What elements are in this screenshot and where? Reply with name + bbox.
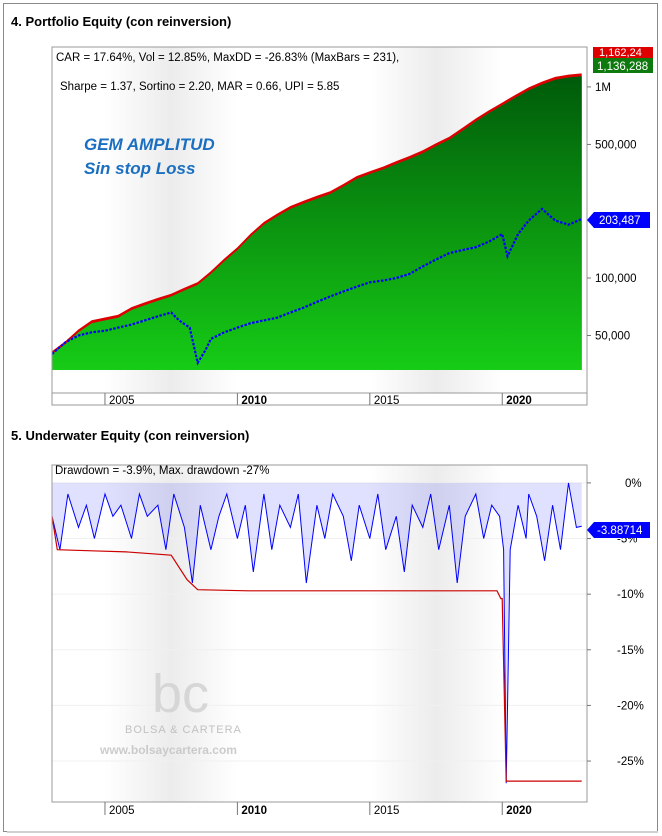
equity-area (52, 76, 582, 371)
equity-y-tick-label: 50,000 (595, 331, 630, 343)
equity-plot-frame (51, 46, 588, 406)
stats-line-1: CAR = 17.64%, Vol = 12.85%, MaxDD = -26.… (56, 52, 399, 64)
underwater-y-tick-label: -15% (617, 645, 644, 657)
underwater-year-bands (52, 465, 587, 802)
underwater-y-tick-label: -25% (617, 756, 644, 768)
underwater-year-band (104, 465, 238, 802)
equity-y-tick-label: 500,000 (595, 139, 637, 151)
benchmark-value-tag-bg (587, 212, 650, 228)
underwater-chart-title: 5. Underwater Equity (con reinversion) (11, 428, 249, 443)
drawdown-value-tag-bg (587, 522, 650, 538)
underwater-y-tick-label: 0% (625, 478, 642, 490)
equity-y-tick-label: 100,000 (595, 273, 637, 285)
equity-y-tick-label: 1M (595, 82, 611, 94)
drawdown-value-tag: -3.88714 (587, 522, 650, 538)
underwater-x-tick-label: 2010 (241, 805, 267, 817)
watermark-monogram: bc (152, 664, 209, 724)
benchmark-line (52, 207, 583, 366)
stats-line-2: Sharpe = 1.37, Sortino = 2.20, MAR = 0.6… (60, 81, 339, 93)
overlay-subtitle: Sin stop Loss (84, 159, 195, 178)
drawdown-line (52, 482, 582, 784)
drawdown-value-label: -3.88714 (597, 525, 643, 537)
watermark: bc BOLSA & CARTERA www.bolsaycartera.com (99, 664, 242, 757)
equity-value-tag: 1,136,288 (593, 58, 653, 73)
underwater-x-tick-label: 2015 (374, 805, 400, 817)
equity-chart-title: 4. Portfolio Equity (con reinversion) (11, 14, 231, 29)
underwater-y-tick-label: -10% (617, 589, 644, 601)
underwater-y-tick-label: -20% (617, 700, 644, 712)
overlay-title: GEM AMPLITUD (84, 135, 215, 154)
peak-value-label: 1,162,24 (599, 47, 642, 59)
watermark-url: www.bolsaycartera.com (99, 743, 237, 757)
underwater-chart: 2005 2010 2015 2020 0%-5%-10%-15%-20%-25% D… (51, 464, 650, 817)
underwater-x-ticks: 2005 2010 2015 2020 (104, 802, 532, 817)
max-drawdown-line (52, 516, 582, 782)
watermark-brand: BOLSA & CARTERA (125, 724, 242, 736)
equity-chart: 2005 2010 2015 2020 50,000100,000500,0001M … (51, 46, 653, 407)
benchmark-value-tag: 203,487 (587, 212, 650, 228)
equity-value-label: 1,136,288 (597, 61, 648, 73)
equity-x-tick-label: 2005 (109, 395, 135, 407)
benchmark-value-label: 203,487 (599, 215, 641, 227)
drawdown-annotation: Drawdown = -3.9%, Max. drawdown -27% (55, 465, 269, 477)
equity-value-tag-bg (593, 58, 653, 73)
peak-value-tag-bg (593, 47, 653, 58)
underwater-x-tick-label: 2020 (506, 805, 532, 817)
peak-value-tag: 1,162,24 (593, 47, 653, 59)
equity-x-tick-label: 2010 (241, 395, 267, 407)
equity-x-ticks: 2005 2010 2015 2020 (104, 393, 532, 407)
equity-x-tick-label: 2015 (374, 395, 400, 407)
equity-x-tick-label: 2020 (506, 395, 532, 407)
underwater-x-tick-label: 2005 (109, 805, 135, 817)
equity-y-ticks: 50,000 100,000 500,000 1M (587, 82, 637, 343)
